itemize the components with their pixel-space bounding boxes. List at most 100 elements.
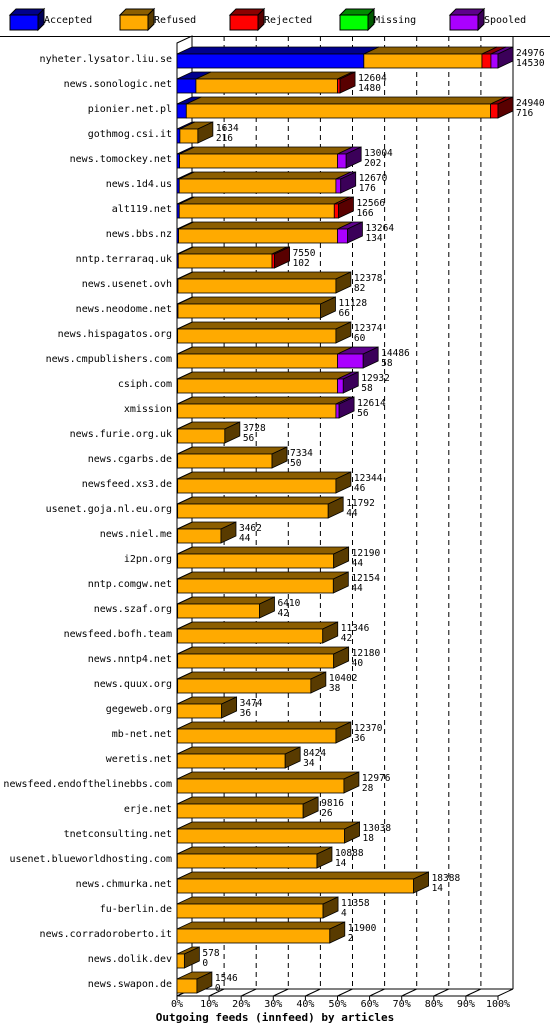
category-label: gegeweb.org xyxy=(106,704,172,715)
category-label: news.1d4.us xyxy=(106,179,172,190)
value-label-total: 11346 xyxy=(341,623,370,634)
value-label-total: 9816 xyxy=(321,798,344,809)
bar-segment-refused xyxy=(195,78,338,94)
legend-swatch xyxy=(229,14,259,31)
bar-segment-rejected xyxy=(481,53,492,69)
value-label-accepted: 0 xyxy=(215,983,221,994)
bar-segment-rejected xyxy=(333,203,339,219)
value-label-total: 3474 xyxy=(240,698,263,709)
bar-segment-top xyxy=(177,296,336,305)
x-tick-label: 70% xyxy=(393,999,411,1010)
value-label-total: 11128 xyxy=(338,298,367,309)
bar-segment-top xyxy=(177,746,301,755)
legend-label: Refused xyxy=(154,15,196,26)
bar-end-face xyxy=(338,196,354,219)
bar-segment-top xyxy=(177,396,352,405)
value-label-total: 8424 xyxy=(303,748,326,759)
value-label-total: 11900 xyxy=(348,923,377,934)
bar-segment-refused xyxy=(176,803,304,819)
category-label: pionier.net.pl xyxy=(88,104,172,115)
value-label-accepted: 66 xyxy=(338,308,350,319)
bar-segment-top xyxy=(178,246,288,255)
value-label-accepted: 42 xyxy=(341,633,352,644)
bar-end-face xyxy=(347,221,363,244)
bar-segment-top xyxy=(177,646,349,655)
bar-segment-refused xyxy=(177,678,312,694)
floor-line xyxy=(273,988,289,997)
category-label: csiph.com xyxy=(118,379,172,390)
bar-end-face xyxy=(344,821,360,844)
bar-end-face xyxy=(340,171,357,194)
bar-end-face xyxy=(316,846,333,869)
value-label-accepted: 40 xyxy=(352,658,364,669)
value-label-accepted: 58 xyxy=(361,383,373,394)
category-label: news.cgarbs.de xyxy=(88,454,172,465)
bar-segment-top xyxy=(177,596,275,605)
bar-end-face xyxy=(338,396,355,419)
value-label-accepted: 46 xyxy=(354,483,366,494)
category-label: news.dolik.dev xyxy=(88,954,172,965)
value-label-accepted: 176 xyxy=(359,183,376,194)
bar-segment-spooled xyxy=(337,353,364,369)
value-label-accepted: 44 xyxy=(352,558,364,569)
value-label-accepted: 14 xyxy=(335,858,347,869)
category-label: news.cmpublishers.com xyxy=(46,354,172,365)
bar-segment-top xyxy=(177,446,288,455)
value-label-accepted: 60 xyxy=(354,333,366,344)
value-label-total: 12614 xyxy=(357,398,386,409)
bar-segment-accepted xyxy=(176,103,187,119)
value-label-accepted: 26 xyxy=(321,808,333,819)
bar-end-face xyxy=(343,771,360,794)
legend-label: Spooled xyxy=(484,15,526,26)
bar-end-face xyxy=(320,296,336,319)
bar-segment-refused xyxy=(177,653,335,669)
category-label: news.tomockey.net xyxy=(70,154,172,165)
value-label-total: 12932 xyxy=(361,373,390,384)
bar-end-face xyxy=(322,896,339,919)
bar-segment-top xyxy=(177,321,352,330)
category-label: news.chmurka.net xyxy=(76,879,172,890)
bar-end-face xyxy=(183,946,200,969)
value-label-total: 3728 xyxy=(243,423,266,434)
bar-segment-refused xyxy=(177,528,222,544)
value-label-total: 12180 xyxy=(352,648,381,659)
value-label-accepted: 34 xyxy=(303,758,315,769)
x-tick-label: 60% xyxy=(361,999,379,1010)
bar-segment-refused xyxy=(185,103,492,119)
bar-segment-top xyxy=(177,796,319,805)
bar-segment-top xyxy=(177,871,429,880)
category-label: nyheter.lysator.liu.se xyxy=(40,54,172,65)
bar-segment-refused xyxy=(179,153,338,169)
floor-line xyxy=(497,988,514,997)
bar-segment-spooled xyxy=(337,228,348,244)
bar-segment-refused xyxy=(176,853,318,869)
bar-segment-refused xyxy=(177,303,321,319)
bar-end-face xyxy=(196,971,213,994)
bar-segment-refused xyxy=(177,578,334,594)
value-label-accepted: 1480 xyxy=(358,83,381,94)
value-label-accepted: 18 xyxy=(363,833,375,844)
bar-segment-top xyxy=(177,771,360,780)
bar-end-face xyxy=(271,446,288,469)
bar-segment-top xyxy=(176,896,339,905)
category-label: news.corradoroberto.it xyxy=(40,929,172,940)
bar-end-face xyxy=(333,546,350,569)
bar-segment-top xyxy=(177,821,360,830)
value-label-accepted: 58 xyxy=(381,358,393,369)
floor-line xyxy=(208,988,225,997)
value-label-total: 13264 xyxy=(365,223,394,234)
bar-segment-refused xyxy=(178,178,337,194)
bar-segment-refused xyxy=(176,878,414,894)
category-label: news.niel.me xyxy=(100,529,172,540)
bar-segment-refused xyxy=(176,953,185,969)
